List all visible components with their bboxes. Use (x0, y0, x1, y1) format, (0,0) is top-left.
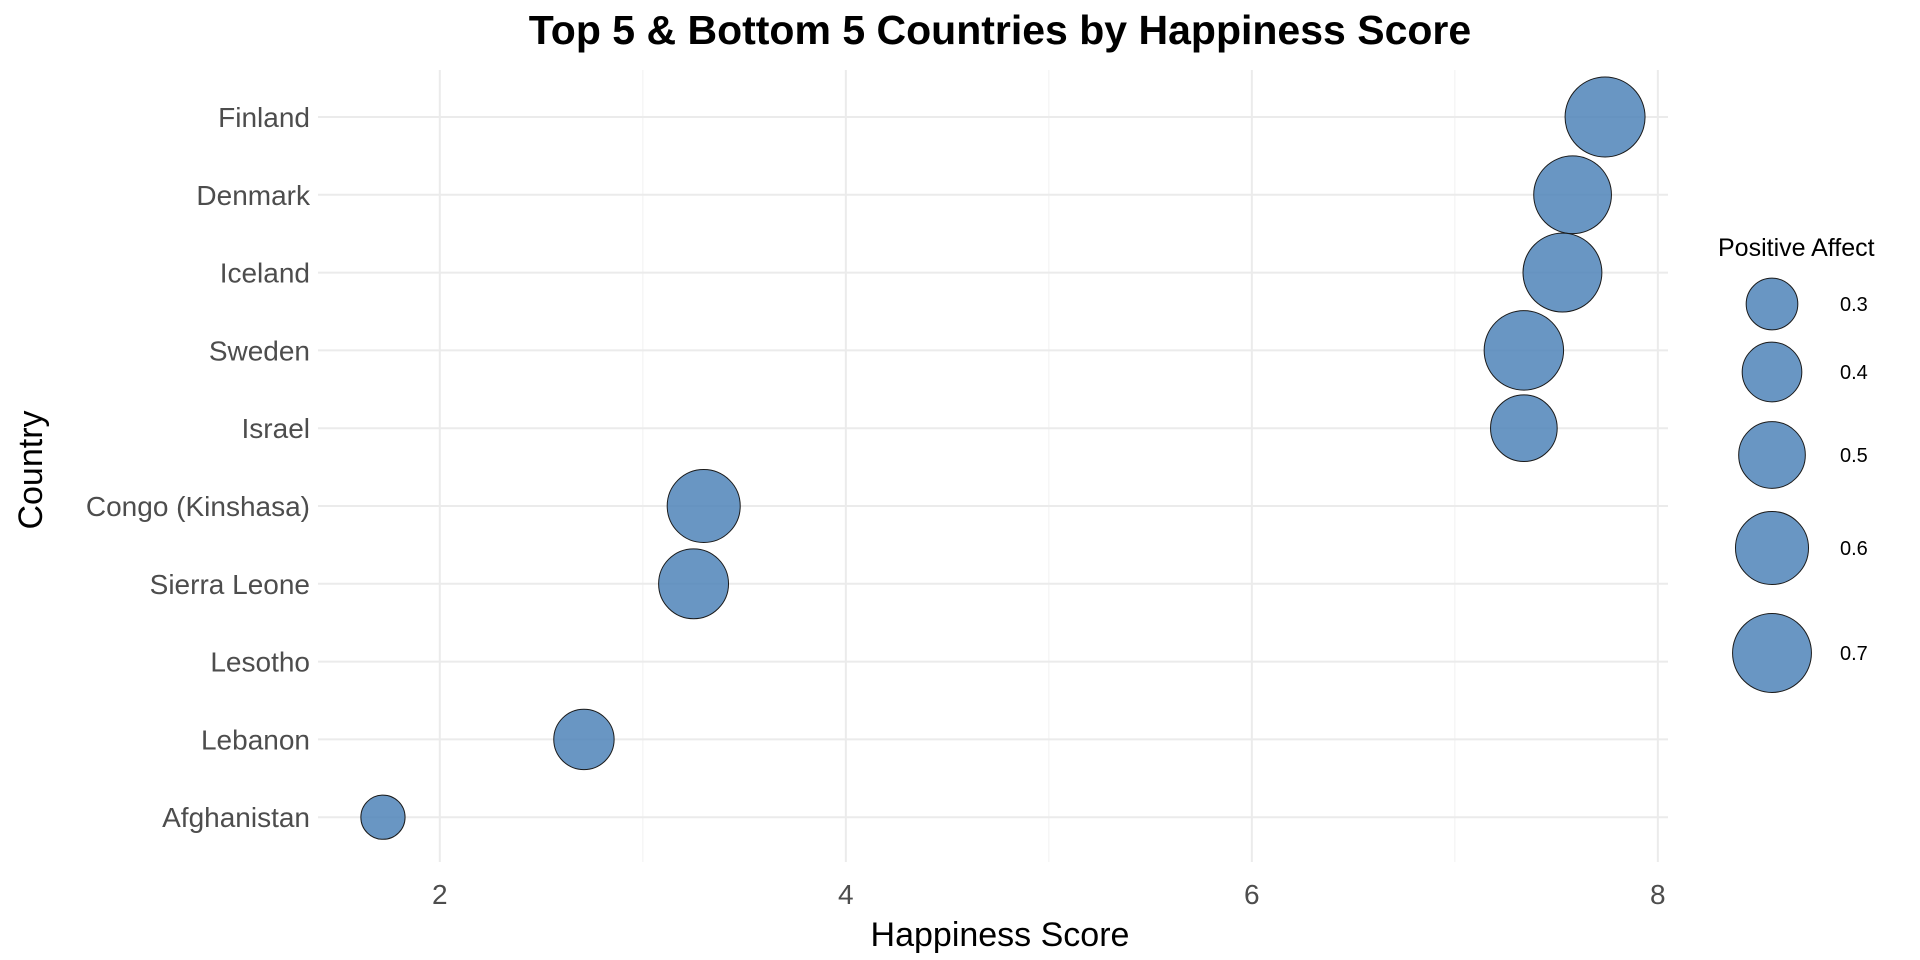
x-tick-label: 4 (838, 879, 854, 910)
legend-title: Positive Affect (1718, 234, 1875, 262)
x-tick-label: 8 (1650, 879, 1666, 910)
x-tick-label: 6 (1244, 879, 1260, 910)
y-tick-label: Sierra Leone (150, 569, 310, 600)
y-tick-label: Congo (Kinshasa) (86, 491, 310, 522)
y-tick-label: Iceland (220, 258, 310, 289)
y-axis-tick-labels: Finland Denmark Iceland Sweden Israel Congo (… (86, 102, 311, 833)
legend-bubble (1734, 510, 1810, 586)
legend-label: 0.3 (1840, 294, 1868, 316)
x-axis-title: Happiness Score (871, 916, 1130, 954)
x-tick-label: 2 (432, 879, 448, 910)
legend-bubble (1741, 341, 1803, 403)
legend-items: 0.3 0.4 0.5 0.6 0.7 (1732, 277, 1868, 693)
y-tick-label: Afghanistan (162, 802, 310, 833)
x-axis-tick-labels: 2 4 6 8 (432, 879, 1666, 910)
legend-bubble (1745, 277, 1799, 331)
y-tick-label: Lebanon (201, 724, 310, 755)
data-bubble (1564, 76, 1646, 158)
y-tick-label: Finland (218, 102, 310, 133)
data-bubble (360, 794, 406, 840)
data-bubbles (360, 76, 1646, 840)
data-bubble (1533, 155, 1612, 235)
chart-title: Top 5 & Bottom 5 Countries by Happiness … (529, 7, 1471, 53)
y-tick-label: Denmark (196, 180, 311, 211)
y-tick-label: Lesotho (210, 647, 310, 678)
data-bubble (1483, 310, 1565, 391)
y-tick-label: Sweden (209, 335, 310, 366)
legend-label: 0.7 (1840, 643, 1868, 665)
legend-label: 0.4 (1840, 362, 1868, 384)
legend-bubble (1738, 421, 1806, 489)
legend-bubble (1732, 613, 1812, 693)
y-axis-title: Country (12, 410, 50, 529)
data-bubble (1522, 232, 1603, 313)
legend-label: 0.6 (1840, 538, 1868, 560)
legend-label: 0.5 (1840, 445, 1868, 467)
data-bubble (658, 548, 730, 620)
data-bubble (553, 708, 615, 771)
data-bubble (666, 468, 741, 544)
grid-lines (318, 70, 1668, 862)
y-tick-label: Israel (242, 413, 310, 444)
data-bubble (1490, 394, 1558, 463)
size-legend: Positive Affect 0.3 0.4 0.5 0.6 0.7 (1718, 234, 1875, 693)
